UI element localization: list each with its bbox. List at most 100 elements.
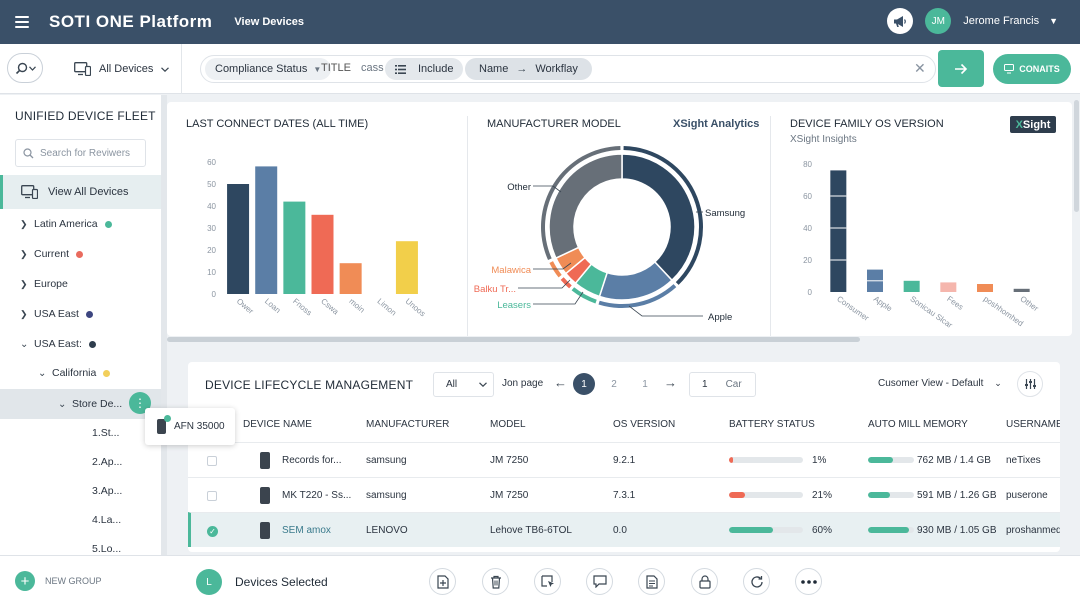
new-group-button[interactable]: + [15,571,35,591]
column-header-username[interactable]: USERNAME [1006,419,1060,430]
vertical-scrollbar[interactable] [1074,100,1079,212]
table-row[interactable]: Records for... samsung JM 7250 9.2.1 1% … [188,442,1060,477]
column-header-device-name[interactable]: DEVICE NAME [243,419,312,430]
next-page-arrow-icon[interactable]: → [664,375,677,390]
y-tick-label: 40 [207,202,216,211]
tree-item-store-3[interactable]: 3.Ap... [92,480,122,502]
horizontal-scrollbar[interactable] [167,337,860,342]
table-row[interactable]: MK T220 - Ss... samsung JM 7250 7.3.1 21… [188,477,1060,512]
row-checkbox[interactable] [207,456,217,466]
y-tick-label: 20 [803,256,812,265]
new-group-label[interactable]: NEW GROUP [45,576,102,586]
page-button[interactable]: 1 [642,378,648,390]
announcements-icon[interactable] [887,8,914,34]
manufacturer-cell: samsung [366,490,407,501]
x-tick-label: Limon [376,297,398,318]
status-dot [104,220,112,228]
tree-item-usa-east[interactable]: ❯ USA East [20,303,93,325]
filter-chip-compliance[interactable]: Compliance Status ▼ [205,58,332,80]
os-version-cell: 7.3.1 [613,490,636,501]
row-checkbox[interactable] [207,491,217,501]
more-actions-button[interactable] [795,568,822,595]
lock-icon [698,574,711,589]
os-chart-title: DEVICE FAMILY OS VERSION [790,118,944,130]
name-label: Name [479,63,509,75]
user-name[interactable]: Jerome Francis [963,15,1040,27]
view-selector[interactable]: Cusomer View - Default ⌄ [878,378,1002,389]
tree-item-california[interactable]: ⌄ California [38,362,111,384]
y-tick-label: 80 [803,160,812,169]
remote-control-button[interactable] [534,568,561,595]
apply-filter-button[interactable] [938,50,984,87]
message-button[interactable] [586,568,613,595]
sliders-icon [1024,379,1036,389]
bar-ower [227,184,250,294]
filter-chip-include[interactable]: Include [385,58,464,80]
sidebar-item-view-all-devices[interactable]: View All Devices [0,175,161,209]
device-scope-dropdown[interactable]: All Devices [60,44,182,94]
tree-item-store-5[interactable]: 5.Lo... [92,538,121,555]
document-icon [645,574,658,589]
page-button[interactable]: 2 [611,378,617,390]
y-tick-label: 30 [207,224,216,233]
row-checkbox-checked[interactable]: ✓ [207,526,218,537]
status-dot [103,369,111,377]
slice-label: Balku Tr... [474,284,516,295]
filter-bar: All Devices Compliance Status ▼ TITLE ca… [0,44,1080,94]
tree-item-current[interactable]: ❯ Current [20,243,84,265]
menu-icon[interactable] [15,16,29,28]
column-header-model[interactable]: MODEL [490,419,526,430]
device-name-cell[interactable]: MK T220 - Ss... [282,490,352,501]
tree-item-usa-east-expanded[interactable]: ⌄ USA East: [20,333,96,355]
battery-value-cell: 60% [812,525,833,536]
manufacturer-chart-title: MANUFACTURER MODEL [487,118,621,130]
device-name-cell[interactable]: Records for... [282,455,342,466]
xsight-analytics-link[interactable]: XSight Analytics [673,118,760,130]
os-version-cell: 0.0 [613,525,627,536]
document-button[interactable] [638,568,665,595]
page-input-value: 1 [702,379,708,390]
xsight-logo[interactable]: X Sight [1010,116,1056,133]
column-header-memory[interactable]: AUTO MILL MEMORY [868,419,968,430]
y-tick-label: 60 [207,158,216,167]
chevron-down-icon: ⌄ [58,398,67,410]
table-row-selected[interactable]: ✓ SEM amox LENOVO Lehove TB6-6TOL 0.0 60… [188,512,1060,547]
lock-button[interactable] [691,568,718,595]
refresh-button[interactable] [743,568,770,595]
add-device-button[interactable] [429,568,456,595]
prev-page-arrow-icon[interactable]: ← [554,375,567,390]
sidebar-resize-handle[interactable] [161,95,167,555]
tree-item-europe[interactable]: ❯ Europe [20,273,68,295]
chevron-right-icon: ❯ [20,308,28,319]
column-header-battery-status[interactable]: BATTERY STATUS [729,419,815,430]
sidebar-search-input[interactable]: Search for Reviwers [15,139,146,167]
page-button-active[interactable]: 1 [573,373,595,395]
column-settings-button[interactable] [1017,371,1043,397]
column-header-os-version[interactable]: OS VERSION [613,419,676,430]
chevron-down-icon[interactable]: ▼ [1049,16,1058,26]
search-toggle-button[interactable] [7,53,43,83]
column-header-manufacturer[interactable]: MANUFACTURER [366,419,450,430]
tree-item-store-4[interactable]: 4.La... [92,509,121,531]
device-icon [1004,64,1015,74]
bar-cswa [311,214,334,294]
tree-item-label: 3.Ap... [92,485,123,497]
filter-query-box[interactable]: Compliance Status ▼ TITLE cass Include N… [200,55,936,83]
brand-title[interactable]: SOTI ONE Platform [49,12,213,31]
device-name-cell[interactable]: SEM amox [282,525,331,536]
leader-line [628,305,703,317]
conaits-button[interactable]: CONAITS [993,54,1071,84]
manufacturer-donut-chart: Samsung Apple Leasers Balku Tr... Malawica Ot… [474,146,745,323]
tree-item-store[interactable]: ⌄ Store De... [58,393,122,415]
battery-value-cell: 1% [812,455,827,466]
filter-chip-name-workflow[interactable]: Name → Workflay [465,58,592,80]
tree-item-store-1[interactable]: 1.St... [92,422,119,444]
tree-item-store-2[interactable]: 2.Ap... [92,451,122,473]
x-tick-label: Apple [872,294,894,313]
user-avatar[interactable]: JM [925,8,952,34]
delete-button[interactable] [482,568,509,595]
clear-filter-icon[interactable]: ✕ [914,60,926,76]
tree-item-latin-america[interactable]: ❯ Latin America [20,213,112,235]
table-filter-select[interactable]: All [433,372,494,397]
page-input-field[interactable]: 1 Car [689,372,756,397]
